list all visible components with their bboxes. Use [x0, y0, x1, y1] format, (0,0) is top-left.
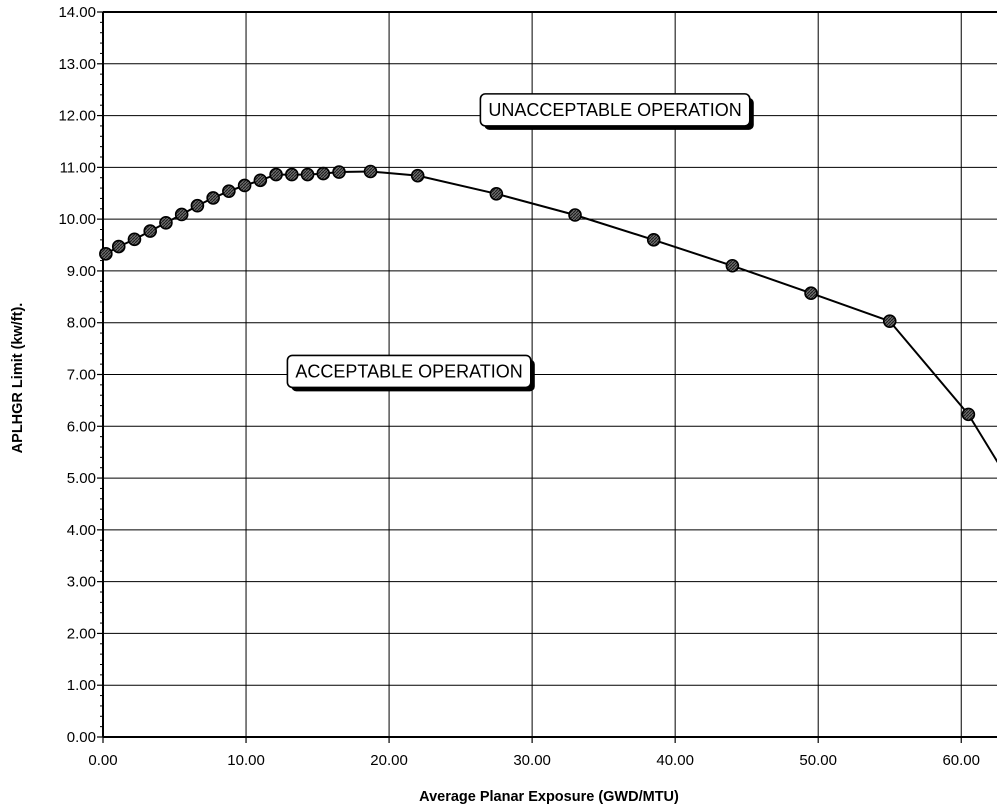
- x-tick-label: 0.00: [88, 752, 117, 769]
- data-point-marker: [804, 286, 818, 300]
- data-point-marker: [174, 207, 189, 222]
- y-tick-label: 0.00: [67, 729, 96, 746]
- data-point-marker: [111, 239, 126, 254]
- y-tick-label: 14.00: [58, 4, 96, 21]
- x-tick-label: 50.00: [799, 752, 837, 769]
- data-point-marker: [190, 198, 205, 213]
- y-tick-labels: 0.00 1.00 2.00 3.00 4.00 5.00 6.00 7.00 8.00 9.00…: [58, 4, 96, 746]
- x-tick-label: 40.00: [656, 752, 694, 769]
- data-point-marker: [646, 233, 661, 247]
- y-tick-label: 5.00: [67, 470, 96, 487]
- data-point-marker: [568, 208, 582, 222]
- series-limit-curve: [99, 164, 997, 464]
- x-tick-label: 30.00: [513, 752, 551, 769]
- series-line: [102, 170, 997, 464]
- data-point-marker: [253, 173, 268, 188]
- region-label-box: [479, 93, 751, 127]
- data-point-marker: [222, 184, 236, 198]
- y-tick-label: 6.00: [67, 418, 96, 435]
- data-point-marker: [410, 168, 425, 183]
- region-label-text: UNACCEPTABLE OPERATION: [488, 100, 741, 120]
- y-tick-label: 4.00: [67, 522, 96, 539]
- x-tick-label: 10.00: [227, 752, 265, 769]
- x-tick-label: 60.00: [942, 752, 980, 769]
- data-point-marker: [300, 167, 315, 182]
- data-point-marker: [99, 247, 113, 261]
- data-point-marker: [489, 186, 504, 201]
- axes: [97, 11, 997, 743]
- data-point-marker: [332, 165, 346, 179]
- y-tick-label: 3.00: [67, 574, 96, 591]
- y-tick-label: 8.00: [67, 315, 96, 332]
- data-point-marker: [316, 166, 331, 181]
- y-tick-label: 12.00: [58, 108, 96, 125]
- data-point-marker: [143, 224, 158, 238]
- data-point-marker: [269, 167, 283, 182]
- data-point-marker: [159, 215, 173, 230]
- region-label: ACCEPTABLE OPERATION: [286, 354, 535, 392]
- data-point-marker: [363, 164, 378, 179]
- data-point-marker: [285, 167, 299, 182]
- x-tick-labels: 0.00 10.00 20.00 30.00 40.00 50.00 60.00: [88, 752, 980, 769]
- y-tick-label: 9.00: [67, 263, 96, 280]
- region-annotations: UNACCEPTABLE OPERATION ACCEPTABLE OPERATI…: [286, 93, 754, 392]
- region-label-box: [286, 354, 532, 389]
- region-label-text: ACCEPTABLE OPERATION: [295, 361, 522, 381]
- y-tick-label: 10.00: [58, 211, 96, 228]
- y-tick-label: 2.00: [67, 625, 96, 642]
- data-point-marker: [725, 258, 740, 273]
- x-tick-label: 20.00: [370, 752, 408, 769]
- y-tick-label: 7.00: [67, 367, 96, 384]
- region-label: UNACCEPTABLE OPERATION: [479, 93, 754, 130]
- x-axis-title: Average Planar Exposure (GWD/MTU): [419, 789, 679, 805]
- y-axis-title: APLHGR Limit (kw/ft).: [10, 303, 26, 454]
- y-tick-label: 1.00: [67, 677, 96, 694]
- data-point-marker: [961, 407, 976, 422]
- y-tick-label: 13.00: [58, 56, 96, 73]
- y-tick-label: 11.00: [60, 159, 96, 176]
- data-point-marker: [127, 232, 142, 247]
- data-point-marker: [882, 314, 897, 328]
- data-point-marker: [206, 191, 220, 205]
- data-point-marker: [237, 178, 252, 193]
